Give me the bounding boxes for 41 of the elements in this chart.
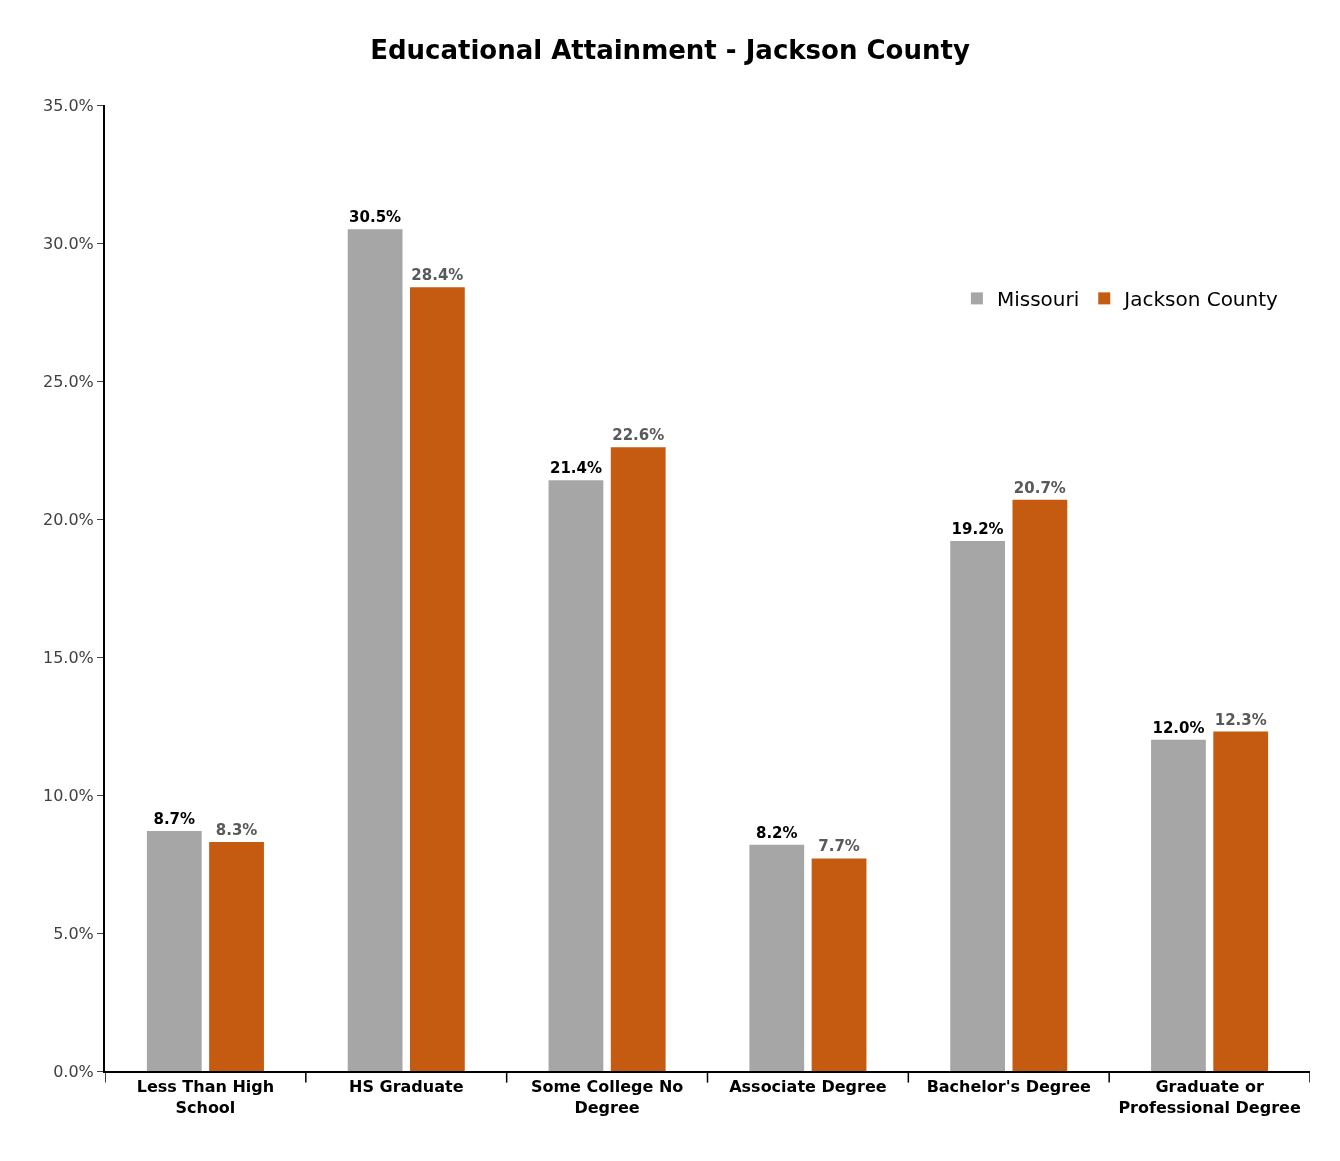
x-tick-label: Less Than High School	[136, 1077, 275, 1117]
bar	[209, 841, 264, 1071]
data-label: 8.3%	[215, 820, 258, 839]
data-label: 12.3%	[1214, 710, 1267, 729]
data-label: 22.6%	[612, 426, 665, 445]
legend-label: Missouri	[996, 287, 1080, 312]
y-tick-label: 35.0%	[42, 95, 94, 115]
y-tick-label: 15.0%	[42, 647, 94, 667]
y-tick-label: 5.0%	[53, 923, 94, 943]
bar	[950, 541, 1006, 1071]
bar	[146, 830, 202, 1071]
x-tick-label: Associate Degree	[729, 1077, 887, 1097]
bar	[409, 287, 465, 1071]
y-tick-label: 10.0%	[42, 785, 94, 805]
data-label: 12.0%	[1152, 718, 1205, 737]
data-label: 19.2%	[951, 520, 1004, 539]
bar	[1213, 731, 1269, 1071]
data-label: 30.5%	[349, 208, 402, 227]
data-label: 21.4%	[549, 459, 602, 478]
x-tick-label: HS Graduate	[349, 1077, 464, 1097]
y-tick-label: 0.0%	[53, 1061, 94, 1081]
y-tick-label: 20.0%	[42, 509, 94, 529]
bar	[1151, 739, 1206, 1071]
chart-title: Educational Attainment - Jackson County	[370, 34, 970, 65]
bar	[548, 480, 604, 1071]
x-tick-label: Bachelor's Degree	[926, 1077, 1092, 1097]
y-tick-label: 30.0%	[42, 233, 94, 253]
x-tick-label: Graduate or Professional Degree	[1118, 1077, 1301, 1117]
y-tick-label: 25.0%	[42, 371, 94, 391]
bar	[811, 858, 867, 1071]
data-label: 8.7%	[153, 809, 196, 828]
bar	[1012, 499, 1068, 1071]
legend-label: Jackson County	[1122, 287, 1279, 312]
data-label: 28.4%	[411, 266, 464, 285]
bar	[347, 229, 403, 1071]
bar	[749, 844, 805, 1071]
data-label: 20.7%	[1013, 478, 1066, 497]
bar	[610, 447, 666, 1071]
data-label: 8.2%	[755, 823, 798, 842]
x-tick-label: Some College No Degree	[530, 1077, 684, 1117]
data-label: 7.7%	[818, 837, 860, 856]
